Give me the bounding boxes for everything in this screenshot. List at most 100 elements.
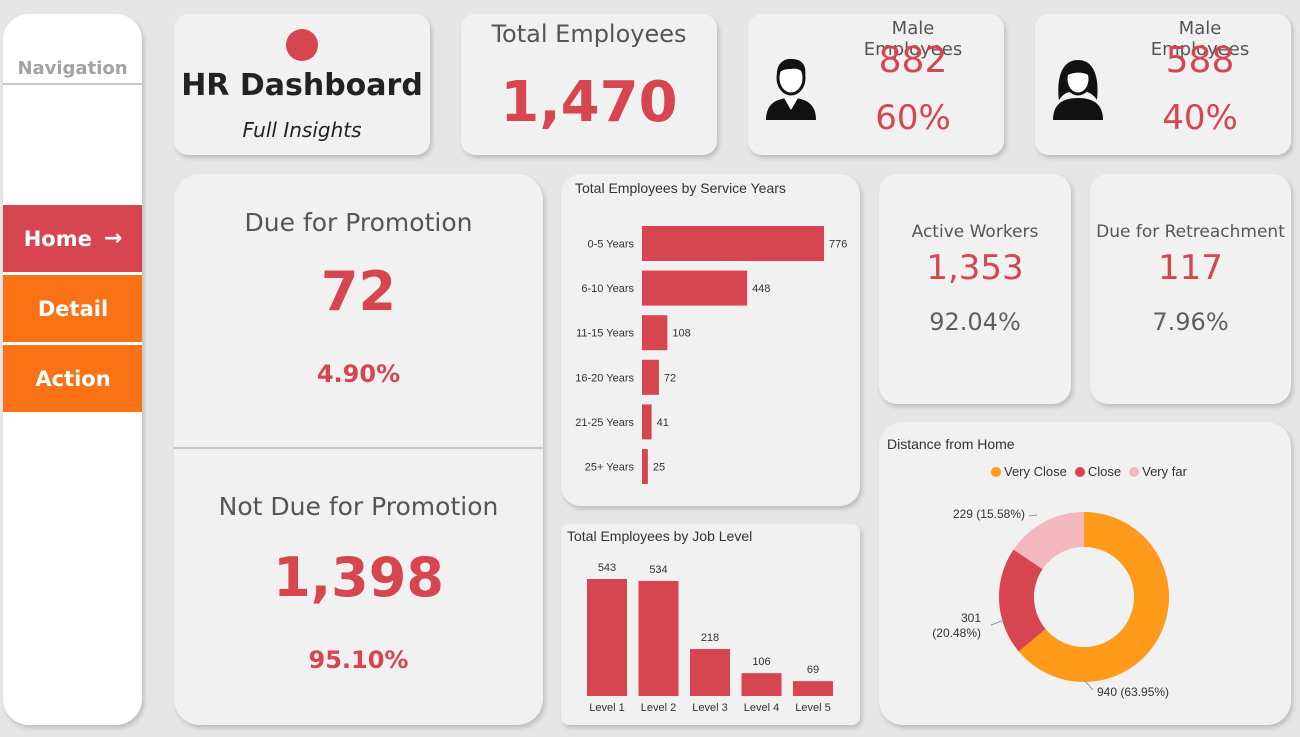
not-due-promotion-label: Not Due for Promotion: [218, 492, 499, 521]
total-employees-value: 1,470: [500, 70, 678, 135]
job-level-bar: [741, 673, 782, 696]
distance-legend: Very Close Close Very far: [991, 464, 1187, 479]
navigation-divider: [3, 83, 142, 85]
distance-donut-chart: 940 (63.95%) 301(20.48%) 229 (15.58%): [932, 507, 1169, 699]
job-level-tick-label: Level 5: [795, 702, 830, 714]
service-years-chart-title: Total Employees by Service Years: [575, 180, 786, 196]
service-data-label: 776: [829, 239, 847, 251]
service-bar: [642, 315, 668, 351]
distance-chart-title: Distance from Home: [887, 436, 1015, 452]
job-level-bar: [793, 681, 833, 696]
job-level-bar: [638, 580, 679, 696]
legend-label-very-close: Very Close: [1004, 464, 1067, 479]
job-level-bar: [690, 649, 730, 696]
donut-data-label: 301: [961, 611, 981, 625]
service-tick-label: 21-25 Years: [575, 417, 634, 429]
job-level-data-label: 218: [701, 632, 719, 644]
donut-slice: [1018, 512, 1169, 682]
retrenchment-percent: 7.96%: [1152, 308, 1229, 336]
service-data-label: 448: [752, 283, 770, 295]
not-due-promotion-value: 1,398: [273, 546, 444, 609]
distance-chart-card: Distance from Home Very Close Close Very…: [879, 422, 1291, 725]
nav-home-button[interactable]: Home →: [3, 205, 142, 272]
service-data-label: 108: [672, 328, 690, 340]
service-tick-label: 16-20 Years: [575, 372, 634, 384]
active-workers-percent: 92.04%: [929, 308, 1021, 336]
retrenchment-card: Due for Retreachment 117 7.96%: [1090, 174, 1291, 404]
female-employees-label: Male Employees: [1150, 18, 1250, 60]
legend-item-very-far: Very far: [1129, 464, 1187, 479]
service-years-chart: 0-5 Years 776 6-10 Years 448 11-15 Years 108 1…: [575, 226, 847, 484]
nav-home-label: Home: [23, 226, 92, 251]
male-employees-count: 882: [878, 40, 948, 81]
due-promotion-value: 72: [320, 260, 397, 323]
donut-leader-line: [1083, 679, 1094, 691]
arrow-right-icon: →: [103, 226, 123, 251]
donut-data-label: (20.48%): [932, 626, 981, 640]
retrenchment-label: Due for Retreachment: [1096, 222, 1285, 242]
service-bar: [642, 226, 824, 261]
legend-label-very-far: Very far: [1142, 464, 1187, 479]
active-workers-label: Active Workers: [911, 222, 1039, 242]
active-workers-value: 1,353: [926, 248, 1024, 288]
dashboard-title: HR Dashboard: [181, 68, 423, 103]
job-level-chart-title: Total Employees by Job Level: [567, 528, 753, 544]
job-level-bar: [587, 579, 627, 696]
nav-action-label: Action: [35, 366, 111, 391]
female-employees-percent: 40%: [1162, 98, 1238, 138]
legend-dot-close: [1074, 466, 1085, 477]
nav-action-button[interactable]: Action: [3, 345, 142, 412]
job-level-tick-label: Level 1: [589, 702, 624, 714]
service-tick-label: 6-10 Years: [581, 283, 634, 295]
legend-dot-very-far: [1129, 466, 1140, 477]
retrenchment-value: 117: [1158, 248, 1223, 288]
job-level-tick-label: Level 2: [641, 702, 676, 714]
female-employees-card: Male Employees 588 40%: [1035, 14, 1291, 155]
job-level-tick-label: Level 3: [692, 702, 727, 714]
male-employees-label: Male Employees: [863, 18, 963, 60]
active-workers-card: Active Workers 1,353 92.04%: [879, 174, 1071, 404]
total-employees-card: Total Employees 1,470: [461, 14, 717, 155]
service-data-label: 72: [664, 372, 676, 384]
job-level-data-label: 534: [649, 564, 667, 576]
male-employees-card: Male Employees 882 60%: [748, 14, 1004, 155]
promotion-card: Due for Promotion 72 4.90% Not Due for P…: [174, 174, 543, 725]
job-level-chart-card: Total Employees by Job Level 543 Level 1 5…: [561, 524, 860, 725]
navigation-panel: Navigation Home → Detail Action: [3, 14, 142, 725]
service-tick-label: 0-5 Years: [588, 239, 635, 251]
service-years-chart-card: Total Employees by Service Years 0-5 Yea…: [561, 174, 860, 506]
job-level-chart: 543 Level 1 534 Level 2 218 Level 3 106 Level 4…: [587, 562, 833, 714]
service-data-label: 41: [657, 417, 669, 429]
not-due-promotion-percent: 95.10%: [308, 646, 409, 674]
donut-leader-line: [1028, 514, 1038, 517]
service-tick-label: 11-15 Years: [576, 328, 634, 340]
service-data-label: 25: [653, 462, 665, 474]
male-employees-percent: 60%: [875, 98, 951, 138]
donut-data-label: 940 (63.95%): [1097, 685, 1169, 699]
donut-data-label: 229 (15.58%): [953, 507, 1025, 521]
job-level-data-label: 106: [752, 656, 770, 668]
job-level-data-label: 69: [807, 664, 819, 676]
service-bar: [642, 270, 748, 306]
dashboard-subtitle: Full Insights: [242, 118, 362, 142]
job-level-data-label: 543: [598, 562, 616, 574]
service-tick-label: 25+ Years: [585, 462, 635, 474]
legend-item-very-close: Very Close: [991, 464, 1067, 479]
due-promotion-label: Due for Promotion: [244, 208, 473, 237]
donut-leader-line: [990, 619, 1005, 626]
male-user-icon: [766, 58, 816, 120]
legend-item-close: Close: [1074, 464, 1122, 479]
donut-slice: [1013, 512, 1084, 570]
service-bar: [642, 359, 659, 395]
promotion-divider: [174, 447, 543, 449]
service-bar: [642, 404, 652, 440]
donut-slice: [999, 549, 1046, 652]
title-card: HR Dashboard Full Insights: [174, 14, 430, 155]
logo-dot-icon: [286, 29, 318, 61]
legend-label-close: Close: [1087, 464, 1122, 479]
total-employees-label: Total Employees: [491, 20, 687, 48]
female-employees-count: 588: [1165, 40, 1235, 81]
female-user-icon: [1053, 60, 1103, 120]
nav-detail-button[interactable]: Detail: [3, 275, 142, 342]
due-promotion-percent: 4.90%: [316, 360, 401, 388]
